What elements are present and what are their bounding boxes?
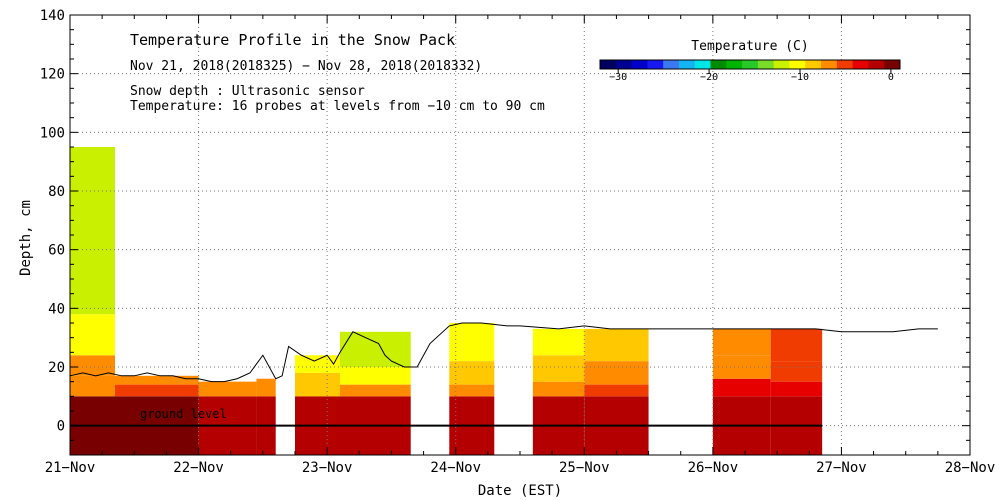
colorbar-swatch [773,60,790,69]
colorbar-tick-label: 0 [888,72,894,83]
colorbar-swatch [663,60,680,69]
chart-title: Temperature Profile in the Snow Pack [130,31,455,49]
x-tick-label: 26−Nov [688,460,739,476]
colorbar-tick-label: −10 [791,72,809,83]
note-snow-depth: Snow depth : Ultrasonic sensor [130,84,365,99]
heatmap-cell [770,381,823,397]
heatmap-cell [70,314,115,356]
y-tick-label: 20 [48,360,65,376]
colorbar-swatch [742,60,759,69]
heatmap-cell [712,355,771,379]
plot-area: 0 20 40 60 80 100 120 140 21−Nov 22−Nov 23−Nov 24−N… [40,8,996,476]
heatmap-cell [712,378,771,397]
y-tick-label: 100 [40,125,65,141]
colorbar-frame [599,59,901,70]
x-tick-label: 21−Nov [45,460,96,476]
heatmap-cell [115,384,199,397]
heatmap-cell [770,361,823,382]
colorbar-tick-label: −30 [609,72,627,83]
heatmap-cell [532,381,585,397]
colorbar-swatch [884,60,901,69]
heatmap-cell [198,381,257,397]
annotations: Temperature Profile in the Snow Pack Nov… [18,31,901,499]
snow-depth-line [69,322,938,383]
colorbar-tick-label: −20 [700,72,718,83]
heatmap-cell [532,328,585,356]
colorbar-swatch [631,60,648,69]
colorbar-label: Temperature (C) [691,39,808,54]
x-tick-label: 22−Nov [173,460,224,476]
colorbar-swatch [726,60,743,69]
heatmap-cell [340,367,411,385]
x-tick-label: 28−Nov [945,460,996,476]
heatmap-cell [70,375,115,397]
x-tick-label: 24−Nov [430,460,481,476]
y-tick-label: 120 [40,67,65,83]
x-axis-label: Date (EST) [478,483,562,499]
heatmap-cell [70,355,115,376]
y-tick-label: 80 [48,184,65,200]
y-tick-label: 0 [57,419,65,435]
colorbar-swatch [757,60,775,69]
colorbar-swatch [868,60,885,69]
chart-subtitle: Nov 21, 2018(2018325) − Nov 28, 2018(201… [130,59,482,74]
colorbar-swatch [789,60,806,69]
heatmap-cell [770,328,823,362]
colorbar-swatch [694,60,712,69]
heatmap-cell [584,328,649,362]
heatmap-cell [584,384,649,397]
heatmap-cell [712,328,771,356]
y-tick-label: 60 [48,243,65,259]
heatmap-cell [449,323,495,362]
heatmap-cell [340,331,411,367]
note-temperature: Temperature: 16 probes at levels from −1… [130,99,545,114]
heatmap-cell [256,378,276,397]
heatmap-cell [449,384,495,397]
colorbar-swatch [805,60,822,69]
colorbar-swatch [615,60,633,69]
heatmap-cell [584,361,649,385]
colorbar-swatch [836,60,854,69]
colorbar-swatch [678,60,696,69]
colorbar-swatch [647,60,664,69]
y-tick-label: 140 [40,8,65,24]
heatmap-cell [532,355,585,382]
heatmap-cell [295,355,340,373]
heatmap-cell [70,147,115,315]
heatmap-cell [115,375,199,385]
x-tick-label: 23−Nov [302,460,353,476]
heatmap-cell [295,372,340,397]
ground-level-label: ground level [140,407,227,421]
heatmap-cell [449,361,495,385]
colorbar-swatch [710,60,727,69]
colorbar-swatch [852,60,869,69]
y-axis-label: Depth, cm [18,200,34,276]
y-tick-label: 40 [48,301,65,317]
colorbar-swatch [600,60,617,69]
colorbar-swatch [821,60,838,69]
heatmap-cell [340,384,411,397]
x-tick-label: 25−Nov [559,460,610,476]
x-tick-label: 27−Nov [816,460,867,476]
